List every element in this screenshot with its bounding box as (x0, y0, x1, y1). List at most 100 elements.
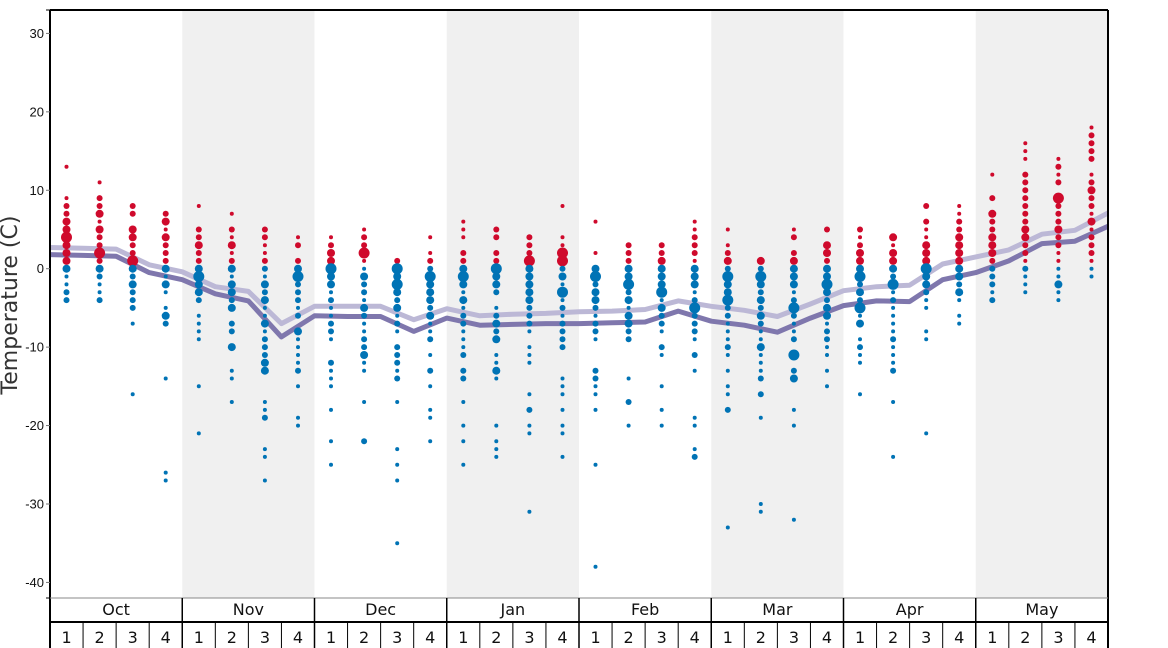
temperature-dot (724, 250, 731, 256)
temperature-dot (956, 226, 963, 233)
temperature-dot (328, 328, 334, 335)
temperature-dot (362, 227, 367, 232)
temperature-dot (957, 298, 962, 303)
temperature-dot (229, 274, 234, 279)
temperature-dot (426, 311, 435, 320)
temperature-dot (427, 304, 434, 311)
temperature-dot (1055, 179, 1062, 186)
temperature-dot (395, 541, 400, 546)
temperature-dot (823, 288, 831, 297)
temperature-dot (494, 360, 499, 365)
week-label: 1 (723, 628, 733, 647)
temperature-dot (227, 288, 236, 297)
week-label: 4 (557, 628, 567, 647)
temperature-dot (526, 234, 533, 241)
temperature-dot (459, 296, 468, 305)
temperature-dot (163, 470, 168, 475)
temperature-dot (858, 313, 862, 318)
temperature-dot (857, 297, 863, 304)
temperature-dot (790, 367, 797, 374)
temperature-dot (559, 344, 566, 351)
temperature-dot (1056, 156, 1061, 161)
temperature-dot (459, 264, 468, 273)
temperature-dot (329, 290, 333, 295)
temperature-dot (825, 321, 829, 326)
temperature-dot (924, 227, 929, 232)
temperature-dot (327, 249, 335, 257)
temperature-dot (593, 462, 598, 467)
temperature-dot (295, 289, 301, 296)
temperature-dot (957, 313, 962, 318)
temperature-dot (427, 265, 434, 272)
temperature-dot (426, 280, 435, 289)
temperature-dot (228, 320, 235, 327)
temperature-dot (460, 375, 467, 382)
temperature-dot (823, 249, 831, 257)
temperature-dot (62, 225, 71, 234)
week-label: 2 (624, 628, 634, 647)
temperature-dot (129, 289, 136, 296)
temperature-dot (361, 336, 368, 343)
trend-lines (49, 210, 1110, 340)
temperature-dot (956, 218, 963, 225)
temperature-dot (129, 304, 136, 311)
temperature-dot (658, 312, 665, 319)
temperature-dot (1089, 211, 1094, 216)
temperature-dot (162, 242, 169, 249)
temperature-dot (1022, 195, 1029, 202)
temperature-dot (626, 423, 631, 428)
temperature-dot (460, 250, 467, 256)
temperature-dot (260, 366, 269, 375)
week-label: 2 (95, 628, 105, 647)
temperature-dot (227, 303, 236, 312)
temperature-dot (262, 243, 267, 248)
temperature-dot (391, 263, 403, 275)
temperature-dot (1023, 149, 1028, 154)
temperature-dot (592, 281, 599, 288)
temperature-dot (1023, 141, 1028, 146)
temperature-dot (327, 280, 335, 289)
temperature-dot (656, 286, 668, 298)
temperature-dot (1055, 210, 1062, 217)
temperature-dot (791, 423, 796, 428)
temperature-dot (493, 257, 500, 264)
temperature-dot (394, 257, 401, 264)
temperature-dot (362, 368, 367, 373)
temperature-dot (260, 358, 269, 367)
temperature-dot (1089, 172, 1094, 177)
temperature-dot (823, 272, 831, 281)
temperature-dot (756, 311, 765, 320)
month-label-dec: Dec (365, 600, 396, 619)
temperature-dot (757, 289, 764, 296)
temperature-dot (492, 319, 501, 328)
temperature-dot (823, 303, 831, 312)
temperature-dot (924, 298, 929, 303)
temperature-dot (990, 172, 995, 177)
temperature-dot (560, 407, 565, 412)
temperature-dot (527, 423, 532, 428)
temperature-dot (261, 234, 268, 241)
temperature-dot (194, 288, 203, 297)
temperature-dot (857, 281, 863, 288)
temperature-dot (790, 234, 797, 241)
temperature-dot (558, 272, 567, 281)
temperature-dot (361, 289, 368, 296)
temperature-dot (560, 282, 565, 287)
temperature-dot (523, 255, 535, 267)
temperature-dot (625, 242, 632, 249)
temperature-dot (1088, 250, 1095, 256)
temperature-dot (459, 280, 468, 289)
temperature-dot (590, 271, 601, 282)
temperature-dot (824, 297, 830, 304)
temperature-dot (560, 392, 565, 397)
temperature-dot (1088, 195, 1095, 202)
temperature-dot (922, 280, 931, 289)
month-label-mar: Mar (762, 600, 793, 619)
temperature-dot (791, 329, 796, 334)
temperature-dot (294, 264, 302, 273)
temperature-dot (360, 303, 369, 312)
temperature-dot (460, 367, 467, 374)
temperature-dot (329, 313, 333, 318)
temperature-dot (725, 525, 730, 530)
temperature-dot (460, 257, 467, 264)
